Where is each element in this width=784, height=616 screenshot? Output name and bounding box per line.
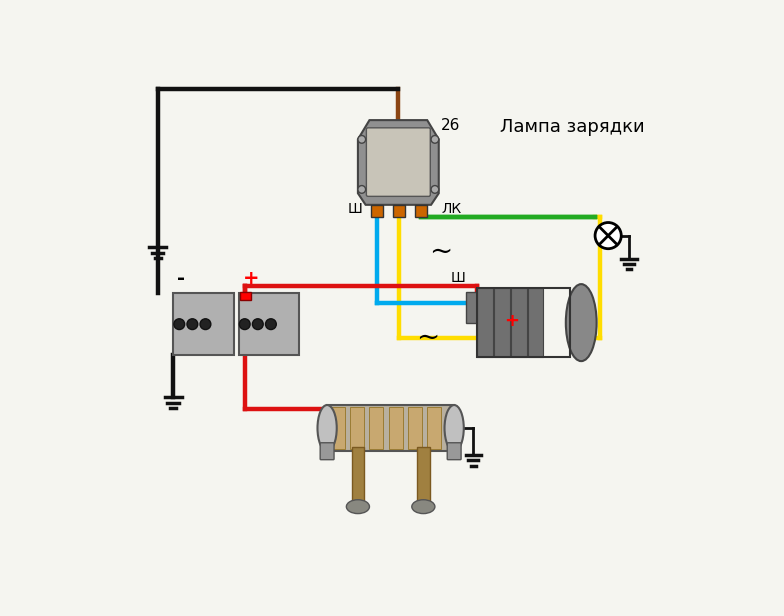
FancyBboxPatch shape bbox=[447, 443, 461, 460]
Ellipse shape bbox=[566, 284, 597, 361]
Bar bbox=[350, 407, 364, 449]
Bar bbox=[528, 288, 543, 357]
Bar bbox=[511, 288, 527, 357]
Circle shape bbox=[174, 318, 185, 330]
Bar bbox=[393, 205, 405, 217]
Text: Лампа зарядки: Лампа зарядки bbox=[500, 118, 645, 136]
Bar bbox=[415, 205, 427, 217]
Bar bbox=[427, 407, 441, 449]
Bar bbox=[369, 407, 383, 449]
Text: Ш: Ш bbox=[348, 201, 363, 216]
Circle shape bbox=[358, 136, 365, 143]
Bar bbox=[327, 405, 454, 451]
Bar bbox=[240, 292, 251, 299]
Ellipse shape bbox=[318, 405, 337, 451]
Bar bbox=[417, 447, 430, 505]
Bar bbox=[408, 407, 422, 449]
FancyBboxPatch shape bbox=[366, 128, 430, 197]
Text: +: + bbox=[242, 269, 259, 288]
Circle shape bbox=[239, 318, 250, 330]
Circle shape bbox=[187, 318, 198, 330]
Bar bbox=[466, 292, 481, 323]
Text: 26: 26 bbox=[441, 118, 460, 133]
Text: Ш: Ш bbox=[450, 271, 465, 285]
Circle shape bbox=[431, 185, 439, 193]
Bar bbox=[173, 293, 234, 355]
Polygon shape bbox=[358, 120, 439, 205]
Ellipse shape bbox=[412, 500, 435, 514]
Text: +: + bbox=[504, 312, 519, 330]
Circle shape bbox=[200, 318, 211, 330]
Bar bbox=[494, 288, 510, 357]
Ellipse shape bbox=[347, 500, 369, 514]
Circle shape bbox=[431, 136, 439, 143]
Circle shape bbox=[252, 318, 263, 330]
Text: ~: ~ bbox=[430, 238, 453, 265]
Text: ~: ~ bbox=[416, 325, 439, 352]
Circle shape bbox=[358, 185, 365, 193]
Text: -: - bbox=[177, 269, 185, 288]
Circle shape bbox=[266, 318, 276, 330]
Bar bbox=[331, 407, 345, 449]
FancyBboxPatch shape bbox=[320, 443, 334, 460]
Bar bbox=[238, 293, 299, 355]
Bar bbox=[389, 407, 402, 449]
Bar bbox=[352, 447, 364, 505]
Bar bbox=[477, 288, 570, 357]
Circle shape bbox=[595, 222, 621, 249]
Bar bbox=[371, 205, 383, 217]
Bar bbox=[477, 288, 492, 357]
Text: ЛК: ЛК bbox=[441, 201, 461, 216]
Ellipse shape bbox=[445, 405, 464, 451]
